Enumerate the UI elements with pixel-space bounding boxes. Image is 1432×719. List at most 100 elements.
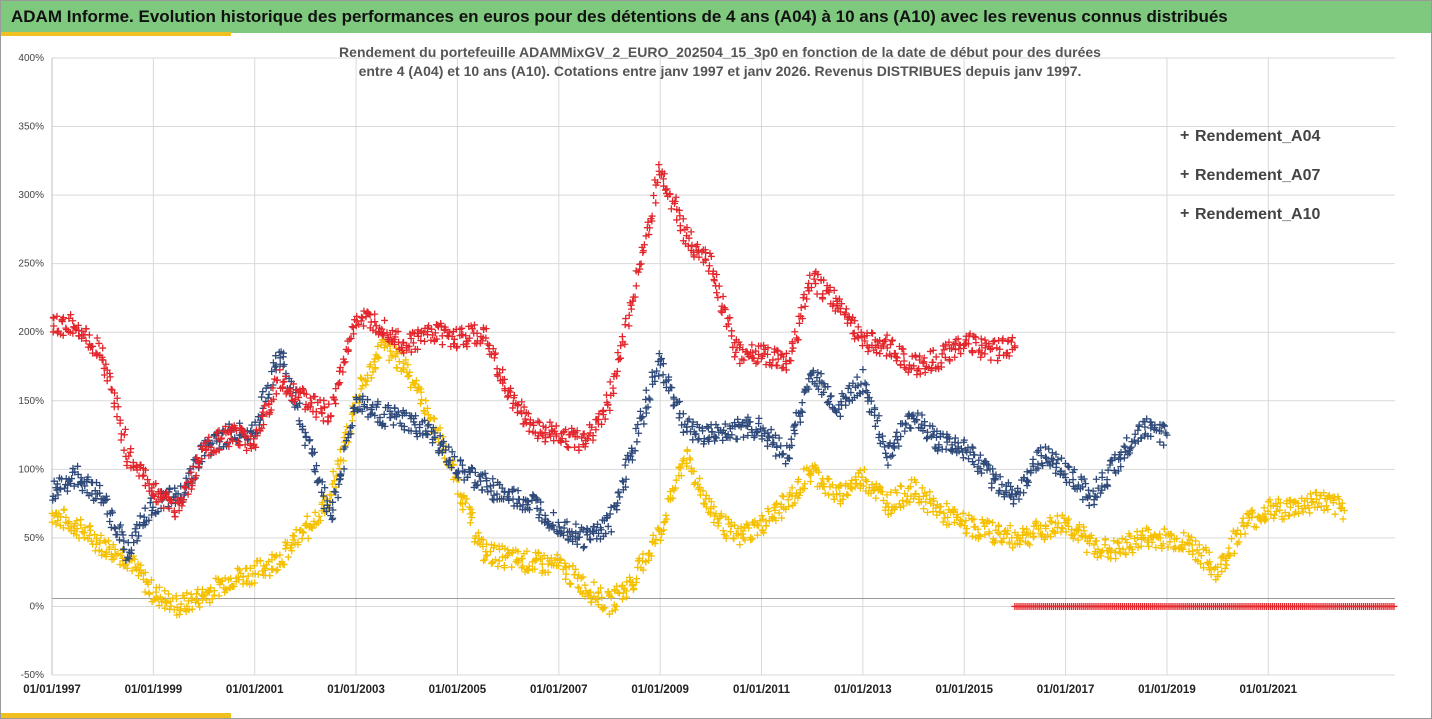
point-rendement-a04 bbox=[256, 557, 264, 565]
point-rendement-a04 bbox=[859, 482, 867, 490]
point-rendement-a10 bbox=[181, 484, 189, 492]
point-rendement-a07 bbox=[68, 475, 76, 483]
point-rendement-a04 bbox=[315, 512, 323, 520]
point-rendement-a10 bbox=[601, 415, 609, 423]
point-rendement-a04 bbox=[1325, 491, 1333, 499]
point-rendement-a07 bbox=[913, 416, 921, 424]
point-rendement-a07 bbox=[1061, 473, 1069, 481]
point-rendement-a10 bbox=[325, 400, 333, 408]
point-rendement-a07 bbox=[424, 422, 432, 430]
point-rendement-a07 bbox=[560, 524, 568, 532]
point-rendement-a10 bbox=[782, 366, 790, 374]
point-rendement-a07 bbox=[1085, 486, 1092, 494]
point-rendement-a07 bbox=[679, 428, 687, 436]
point-rendement-a07 bbox=[969, 458, 977, 466]
point-rendement-a04 bbox=[535, 549, 543, 557]
point-rendement-a04 bbox=[1271, 511, 1279, 519]
point-rendement-a10 bbox=[717, 307, 725, 315]
point-rendement-a10 bbox=[981, 350, 989, 358]
point-rendement-a07 bbox=[688, 423, 696, 431]
point-rendement-a04 bbox=[872, 494, 880, 502]
point-rendement-a04 bbox=[488, 559, 496, 567]
point-rendement-a04 bbox=[893, 489, 901, 497]
point-rendement-a10 bbox=[183, 478, 191, 486]
x-tick-label: 01/01/1997 bbox=[23, 684, 81, 696]
point-rendement-a04 bbox=[172, 595, 180, 603]
point-rendement-a04 bbox=[357, 374, 365, 382]
point-rendement-a07 bbox=[456, 457, 464, 465]
point-rendement-a10 bbox=[289, 380, 297, 388]
point-rendement-a07 bbox=[778, 451, 786, 459]
point-rendement-a07 bbox=[798, 399, 806, 407]
point-rendement-a10 bbox=[520, 403, 528, 411]
point-rendement-a07 bbox=[265, 390, 273, 398]
point-rendement-a07 bbox=[636, 407, 644, 415]
point-rendement-a04 bbox=[1320, 506, 1328, 514]
point-rendement-a10 bbox=[981, 336, 989, 344]
point-rendement-a10 bbox=[236, 441, 244, 449]
point-rendement-a04 bbox=[1185, 540, 1193, 548]
point-rendement-a10 bbox=[896, 361, 904, 369]
point-rendement-a04 bbox=[754, 522, 762, 530]
point-rendement-a07 bbox=[665, 373, 673, 381]
point-rendement-a07 bbox=[311, 468, 319, 476]
point-rendement-a07 bbox=[474, 481, 482, 489]
point-rendement-a04 bbox=[483, 551, 491, 559]
point-rendement-a04 bbox=[1156, 534, 1164, 542]
point-rendement-a07 bbox=[575, 533, 583, 541]
point-rendement-a07 bbox=[325, 504, 333, 512]
point-rendement-a07 bbox=[921, 418, 929, 426]
point-rendement-a07 bbox=[329, 498, 337, 506]
point-rendement-a07 bbox=[708, 428, 716, 436]
point-rendement-a04 bbox=[1129, 549, 1137, 557]
point-rendement-a04 bbox=[185, 606, 193, 614]
point-rendement-a10 bbox=[981, 344, 989, 352]
point-rendement-a10 bbox=[667, 205, 675, 213]
point-rendement-a04 bbox=[1156, 530, 1164, 538]
page-title: ADAM Informe. Evolution historique des p… bbox=[11, 7, 1228, 26]
point-rendement-a07 bbox=[268, 367, 276, 375]
point-rendement-a10 bbox=[940, 346, 948, 354]
point-rendement-a07 bbox=[1126, 445, 1134, 453]
point-rendement-a10 bbox=[617, 354, 625, 362]
point-rendement-a04 bbox=[1320, 489, 1328, 497]
point-rendement-a10 bbox=[825, 288, 833, 296]
point-rendement-a04 bbox=[989, 519, 997, 527]
point-rendement-a07 bbox=[859, 366, 867, 374]
point-rendement-a07 bbox=[1117, 448, 1125, 456]
point-rendement-a04 bbox=[199, 592, 207, 600]
point-rendement-a04 bbox=[65, 518, 73, 526]
point-rendement-a10 bbox=[371, 310, 379, 318]
point-rendement-a04 bbox=[1074, 536, 1082, 544]
point-rendement-a10 bbox=[695, 247, 703, 255]
point-rendement-a10 bbox=[312, 413, 320, 421]
point-rendement-a04 bbox=[1164, 543, 1172, 551]
point-rendement-a10 bbox=[179, 498, 187, 506]
point-rendement-a04 bbox=[717, 510, 725, 518]
point-rendement-a10 bbox=[103, 377, 111, 385]
point-rendement-a07 bbox=[568, 528, 576, 536]
point-rendement-a04 bbox=[581, 581, 589, 589]
point-rendement-a10 bbox=[883, 331, 891, 339]
point-rendement-a04 bbox=[153, 594, 161, 602]
point-rendement-a04 bbox=[710, 503, 718, 511]
point-rendement-a07 bbox=[1013, 490, 1021, 498]
point-rendement-a04 bbox=[680, 455, 688, 463]
point-rendement-a07 bbox=[77, 474, 85, 482]
point-rendement-a07 bbox=[296, 399, 304, 407]
point-rendement-a07 bbox=[310, 448, 318, 456]
point-rendement-a10 bbox=[919, 359, 927, 367]
point-rendement-a10 bbox=[826, 283, 834, 291]
point-rendement-a04 bbox=[1016, 541, 1024, 549]
point-rendement-a10 bbox=[353, 312, 361, 320]
point-rendement-a04 bbox=[62, 513, 70, 521]
point-rendement-a10 bbox=[223, 438, 231, 446]
point-rendement-a07 bbox=[96, 482, 104, 490]
point-rendement-a04 bbox=[1053, 512, 1061, 520]
point-rendement-a04 bbox=[1065, 515, 1073, 523]
point-rendement-a04 bbox=[119, 547, 127, 555]
point-rendement-a07 bbox=[483, 483, 491, 491]
y-tick-label: 200% bbox=[18, 327, 44, 338]
point-rendement-a10 bbox=[413, 345, 421, 353]
point-rendement-a07 bbox=[820, 388, 828, 396]
